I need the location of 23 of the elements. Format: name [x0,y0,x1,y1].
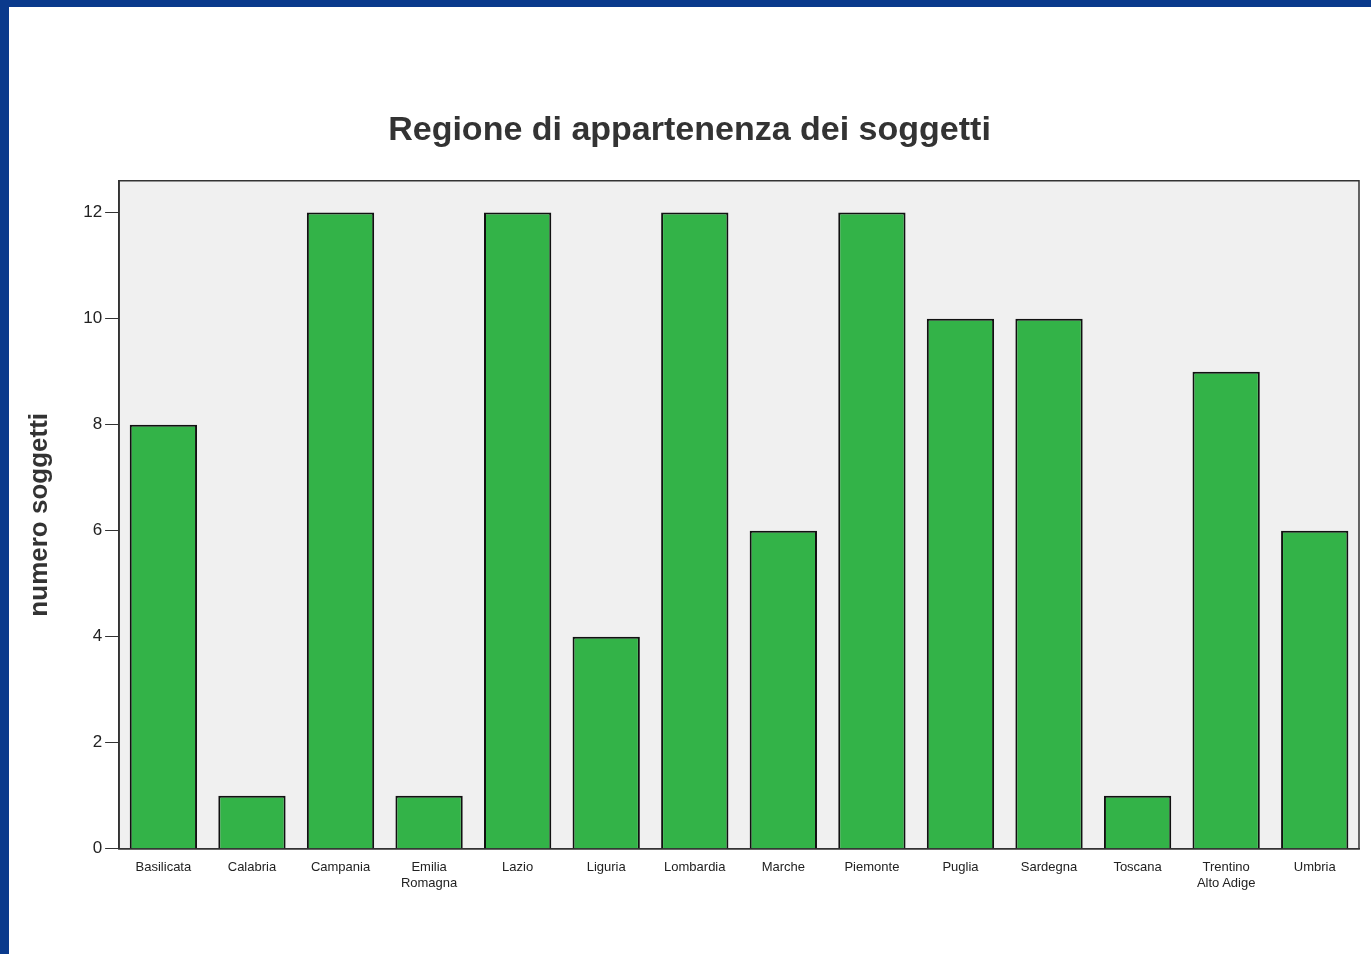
x-tick-label: Trentino Alto Adige [1196,859,1256,890]
x-tick-label: Calabria [227,859,277,875]
y-axis-title: numero soggetti [22,412,53,617]
x-tick-label: Campania [310,859,371,875]
y-tick-label: 0 [92,838,103,858]
x-tick-label: Liguria [586,859,627,875]
y-tick-label: 12 [83,202,103,222]
x-tick-label: Marche [761,859,806,875]
x-tick-label: Umbria [1293,859,1337,875]
y-tick-label: 6 [92,520,103,540]
y-tick-label: 2 [92,732,103,752]
y-tick-label: 10 [83,308,103,328]
x-tick-label: Toscana [1113,859,1163,875]
y-tick-label: 8 [92,414,103,434]
x-tick-label: Lazio [502,859,534,875]
y-tick-label: 4 [92,626,103,646]
x-tick-label: Basilicata [135,859,192,875]
x-tick-label: Puglia [942,859,980,875]
x-tick-label: Emilia Romagna [400,859,459,890]
x-tick-label: Sardegna [1020,859,1078,875]
x-tick-label: Piemonte [844,859,900,875]
chart-title: Regione di appartenenza dei soggetti [388,108,991,147]
x-tick-label: Lombardia [664,859,727,875]
